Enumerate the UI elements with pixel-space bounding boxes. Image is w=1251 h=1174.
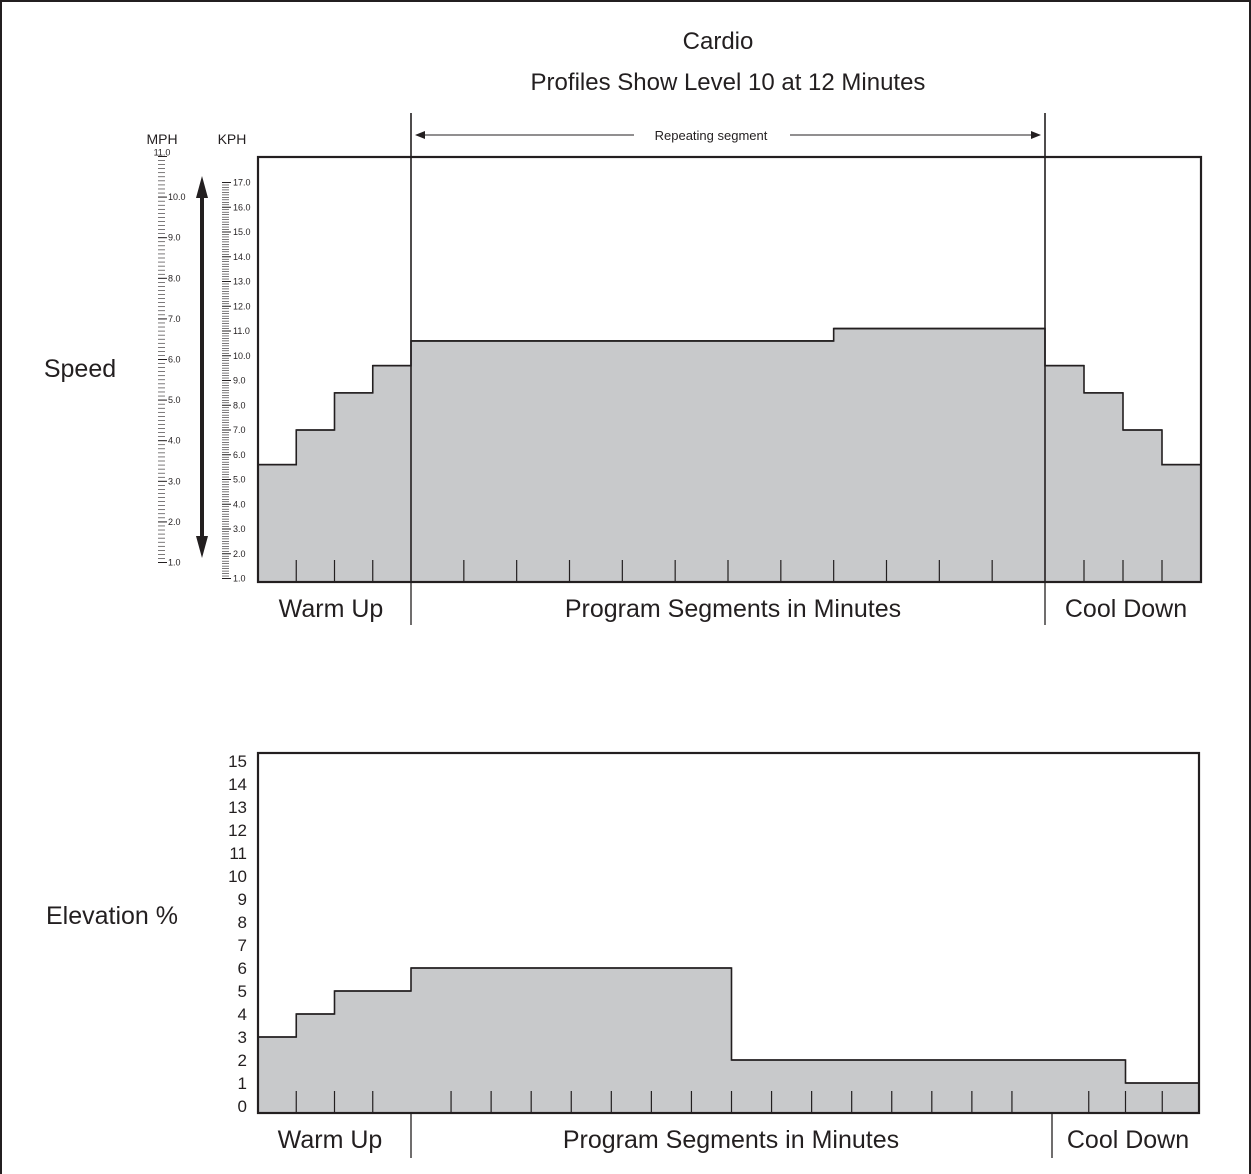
speed-section-labels: Warm Up Program Segments in Minutes Cool… [279,582,1187,625]
kph-tick-label: 17.0 [233,178,251,188]
elevation-y-tick-label: 10 [228,867,247,886]
mph-tick-label: 3.0 [168,476,181,486]
elevation-y-tick-label: 6 [238,959,247,978]
elevation-y-tick-label: 9 [238,890,247,909]
kph-tick-label: 7.0 [233,425,246,435]
elevation-y-tick-label: 0 [238,1097,247,1116]
kph-tick-label: 14.0 [233,252,251,262]
kph-tick-label: 16.0 [233,202,251,212]
mph-unit-label: MPH [146,131,177,147]
elevation-y-tick-label: 15 [228,752,247,771]
repeating-segment-label: Repeating segment [655,128,768,143]
mph-tick-label: 7.0 [168,314,181,324]
speed-row-label: Speed [44,355,116,383]
speed-plot [256,155,1203,584]
repeating-segment-indicator: Repeating segment [410,113,1046,582]
kph-tick-label: 8.0 [233,400,246,410]
elevation-y-tick-label: 5 [238,982,247,1001]
kph-tick-label: 11.0 [233,326,250,336]
elevation-y-tick-label: 2 [238,1051,247,1070]
kph-tick-label: 3.0 [233,524,246,534]
elevation-plot-frame [256,751,1201,1115]
kph-tick-label: 1.0 [233,574,246,584]
kph-tick-label: 4.0 [233,499,246,509]
mph-scale: 11.0 10.0 9.0 8.0 7.0 6.0 5.0 4.0 3.0 2.0 1.0 [154,148,186,568]
mph-tick-label: 4.0 [168,436,181,446]
kph-tick-label: 9.0 [233,376,246,386]
elevation-section-cooldown: Cool Down [1067,1126,1189,1154]
elevation-section-labels: Warm Up Program Segments in Minutes Cool… [278,1113,1189,1158]
elevation-section-warmup: Warm Up [278,1126,383,1154]
speed-section-warmup: Warm Up [279,595,384,623]
elevation-y-tick-label: 4 [238,1005,247,1024]
elevation-row-label: Elevation % [46,902,178,930]
mph-tick-label: 5.0 [168,395,181,405]
elevation-section-program: Program Segments in Minutes [563,1126,899,1154]
speed-profile-area [257,327,1202,583]
kph-tick-label: 15.0 [233,227,251,237]
elevation-y-tick-label: 12 [228,821,247,840]
mph-tick-label: 10.0 [168,192,186,202]
kph-tick-label: 10.0 [233,351,251,361]
elevation-y-tick-label: 7 [238,936,247,955]
kph-tick-label: 2.0 [233,549,246,559]
elevation-profile-area [257,967,1200,1114]
kph-unit-label: KPH [218,131,247,147]
elevation-y-tick-label: 11 [229,844,247,863]
chart-title: Cardio [683,28,754,55]
kph-tick-label: 5.0 [233,475,246,485]
elevation-y-tick-label: 13 [228,798,247,817]
mph-tick-label: 9.0 [168,233,181,243]
mph-tick-label: 6.0 [168,355,181,365]
elevation-plot [256,751,1201,1115]
elevation-y-tick-label: 1 [238,1074,247,1093]
chart-subtitle: Profiles Show Level 10 at 12 Minutes [531,69,926,96]
kph-tick-label: 13.0 [233,277,251,287]
elevation-y-tick-label: 14 [228,775,247,794]
kph-tick-label: 6.0 [233,450,246,460]
elevation-y-tick-label: 8 [238,913,247,932]
mph-tick-label: 2.0 [168,517,181,527]
mph-tick-label: 11.0 [154,148,171,158]
kph-tick-label: 12.0 [233,301,251,311]
kph-scale: 17.0 16.0 15.0 14.0 13.0 12.0 11.0 10.0 9.0 8.0 7.… [222,178,251,584]
mph-tick-label: 8.0 [168,273,181,283]
mph-tick-label: 1.0 [168,558,181,568]
speed-section-cooldown: Cool Down [1065,595,1187,623]
elevation-y-tick-label: 3 [238,1028,247,1047]
speed-plot-frame [256,155,1203,584]
speed-range-arrow [196,176,208,558]
speed-chart: Speed MPH KPH 11.0 10.0 9.0 8.0 7.0 6.0 5.0 4.0… [44,113,1203,625]
speed-section-program: Program Segments in Minutes [565,595,901,623]
